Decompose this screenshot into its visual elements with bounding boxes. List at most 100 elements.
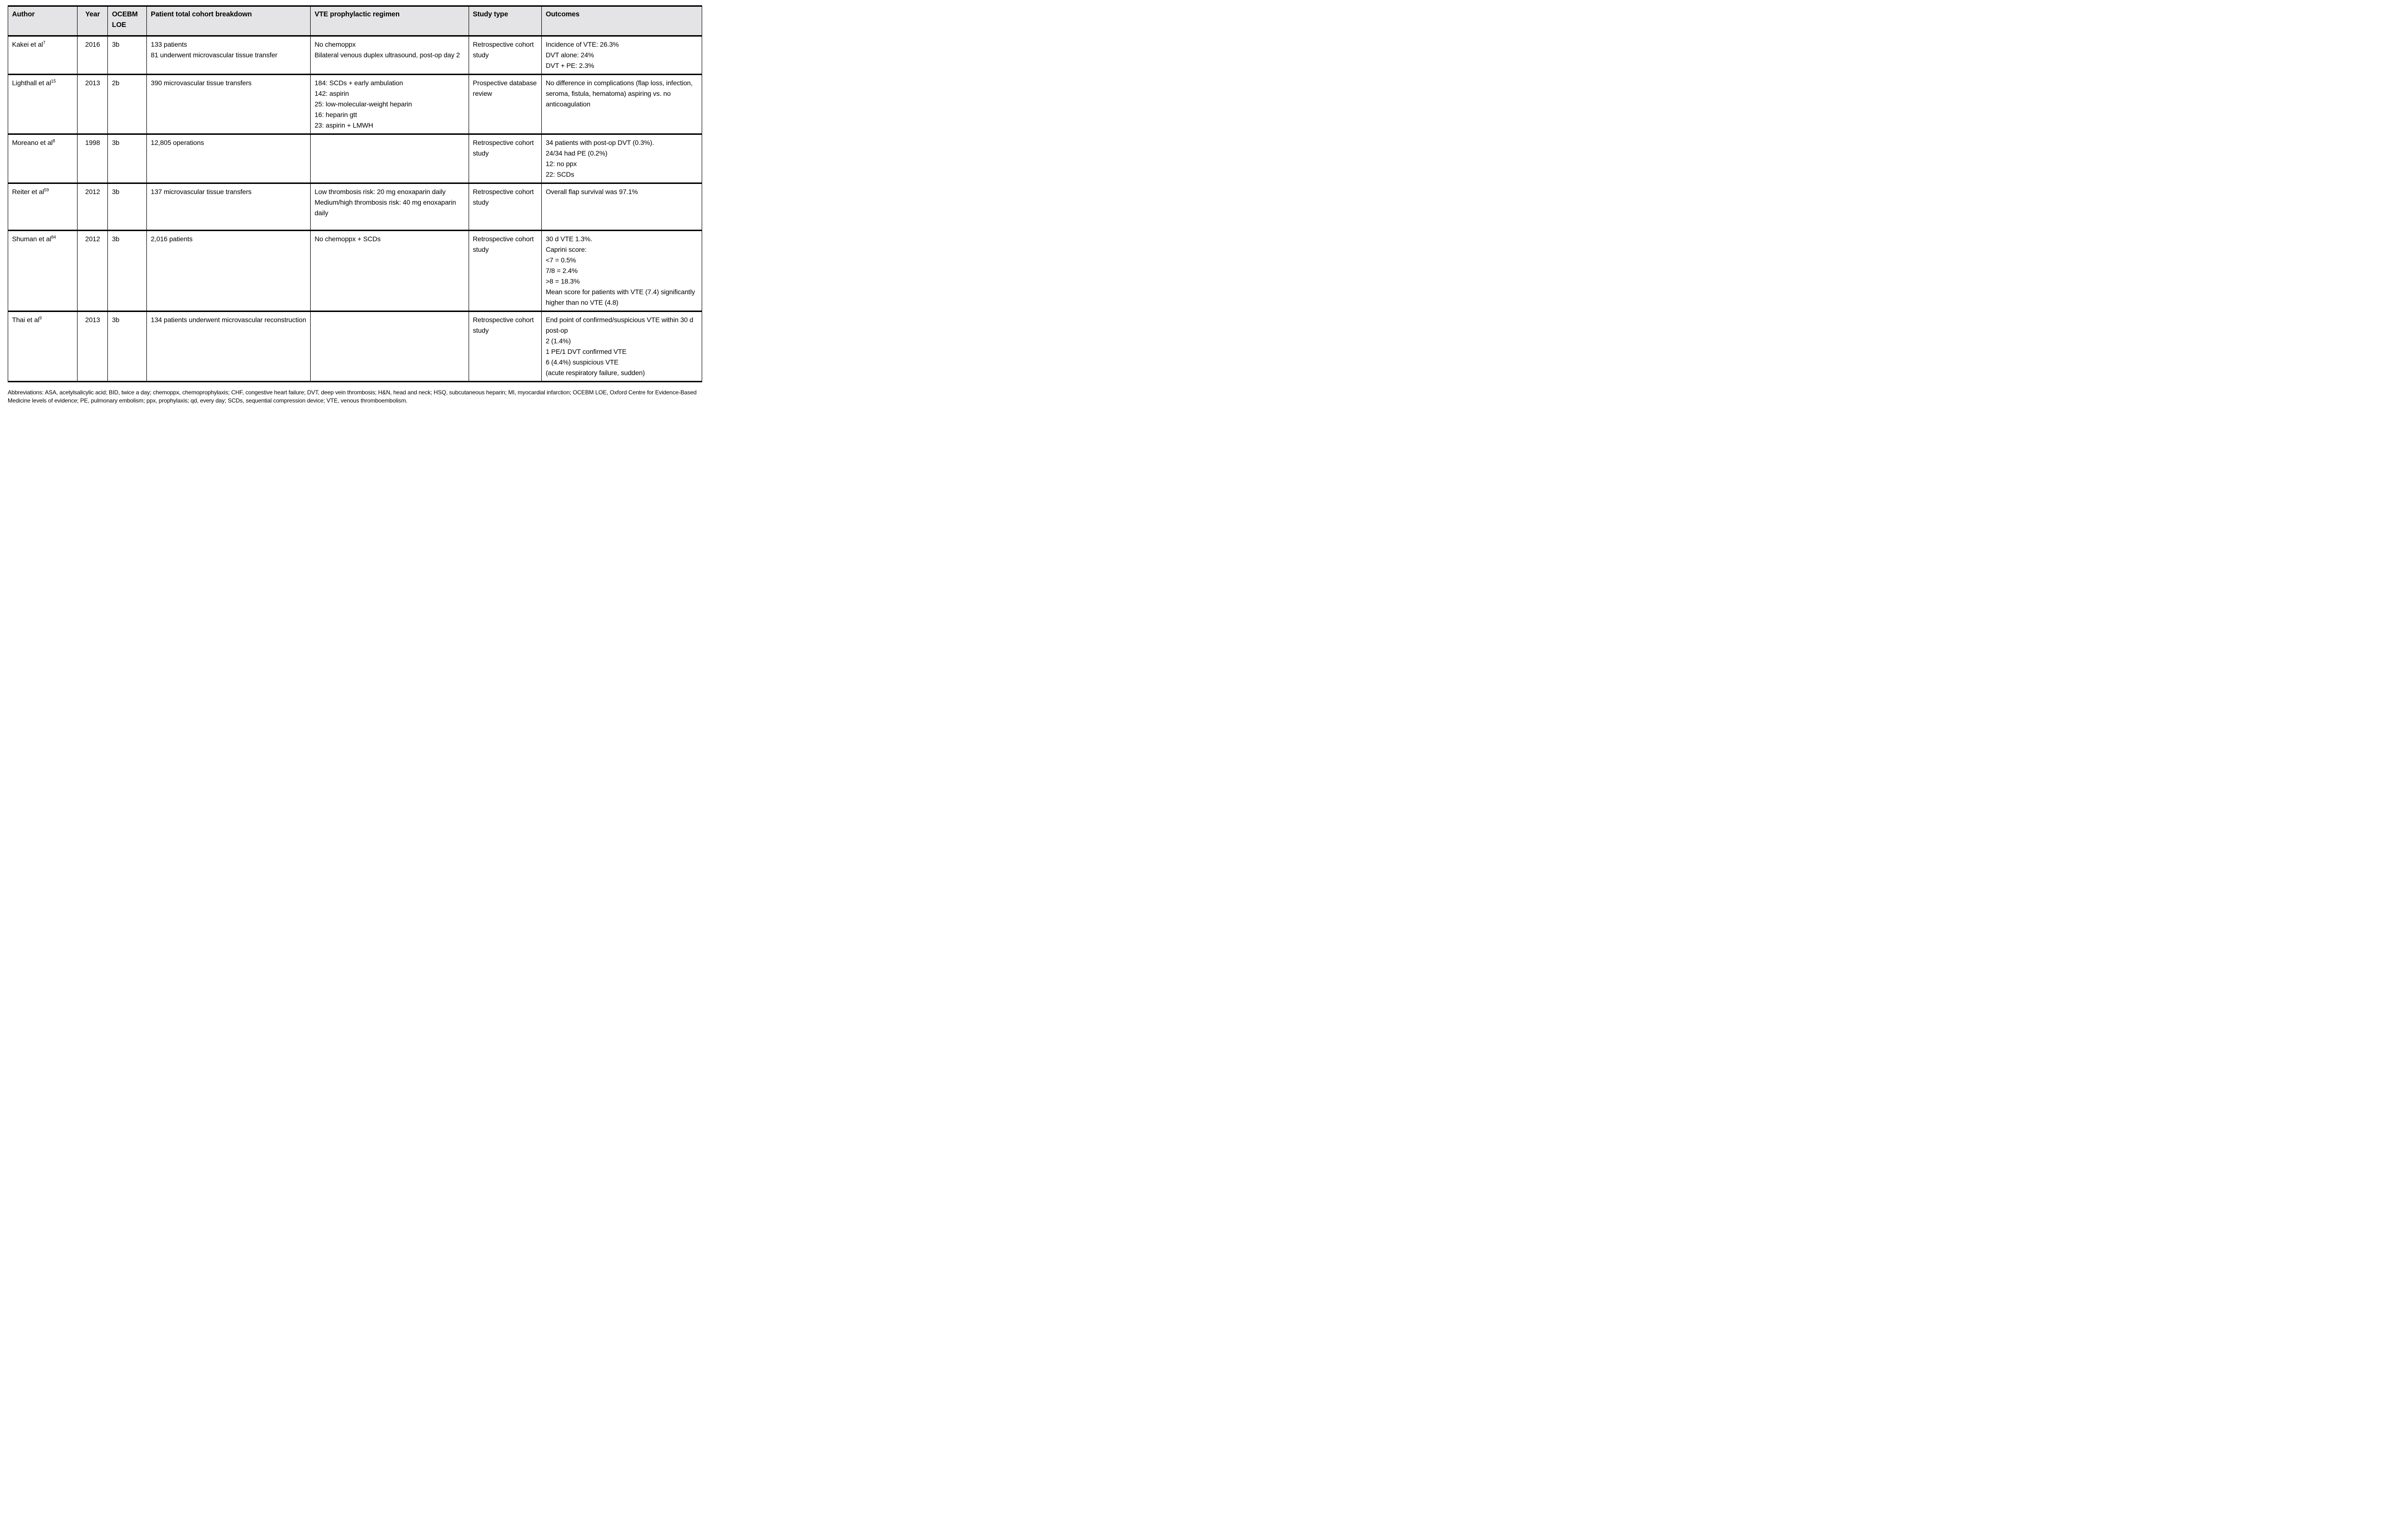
outcome-line: Mean score for patients with VTE (7.4) s… xyxy=(546,288,695,306)
cell-outcomes: Overall flap survival was 97.1% xyxy=(541,182,702,231)
cell-regimen xyxy=(310,133,469,184)
cell-cohort: 2,016 patients xyxy=(146,230,311,312)
outcome-line: <7 = 0.5% xyxy=(546,256,576,264)
cell-regimen: Low thrombosis risk: 20 mg enoxaparin da… xyxy=(310,182,469,231)
header-outcomes: Outcomes xyxy=(541,5,702,37)
outcome-line: Caprini score: xyxy=(546,246,587,253)
header-author: Author xyxy=(7,5,78,37)
table-row: Thai et al9 2013 3b 134 patients underwe… xyxy=(7,311,702,382)
cell-study-type: Retrospective cohort study xyxy=(468,133,542,184)
cohort-line: 81 underwent microvascular tissue transf… xyxy=(151,51,277,59)
author-name: Shuman et al xyxy=(12,235,52,243)
cell-loe: 3b xyxy=(107,230,147,312)
outcome-line: 2 (1.4%) xyxy=(546,337,571,345)
cell-regimen xyxy=(310,311,469,382)
cell-year: 1998 xyxy=(77,133,108,184)
table-row: Shuman et al84 2012 3b 2,016 patients No… xyxy=(7,230,702,312)
cohort-line: 12,805 operations xyxy=(151,139,204,146)
table-row: Reiter et al59 2012 3b 137 microvascular… xyxy=(7,182,702,231)
reference-superscript: 8 xyxy=(52,138,55,143)
cell-regimen: No chemoppx + SCDs xyxy=(310,230,469,312)
author-name: Kakei et al xyxy=(12,40,43,48)
cell-loe: 3b xyxy=(107,311,147,382)
regimen-line: 23: aspirin + LMWH xyxy=(314,121,373,129)
cell-study-type: Retrospective cohort study xyxy=(468,182,542,231)
cell-author: Kakei et al7 xyxy=(7,35,78,75)
regimen-line: No chemoppx xyxy=(314,40,356,48)
outcome-line: 24/34 had PE (0.2%) xyxy=(546,149,608,157)
cell-loe: 3b xyxy=(107,182,147,231)
regimen-line: Low thrombosis risk: 20 mg enoxaparin da… xyxy=(314,188,446,195)
cell-outcomes: 34 patients with post-op DVT (0.3%). 24/… xyxy=(541,133,702,184)
regimen-line: 184: SCDs + early ambulation xyxy=(314,79,403,87)
outcome-line: End point of confirmed/suspicious VTE wi… xyxy=(546,316,694,334)
table-row: Moreano et al8 1998 3b 12,805 operations… xyxy=(7,133,702,184)
outcome-line: 12: no ppx xyxy=(546,160,577,168)
vte-studies-table: Author Year OCEBM LOE Patient total coho… xyxy=(7,5,702,382)
header-regimen: VTE prophylactic regimen xyxy=(310,5,469,37)
regimen-line: 16: heparin gtt xyxy=(314,111,357,118)
cell-year: 2016 xyxy=(77,35,108,75)
author-name: Lighthall et al xyxy=(12,79,52,87)
cell-outcomes: No difference in complications (flap los… xyxy=(541,74,702,135)
regimen-line: Medium/high thrombosis risk: 40 mg enoxa… xyxy=(314,198,456,217)
outcome-line: No difference in complications (flap los… xyxy=(546,79,693,108)
reference-superscript: 9 xyxy=(39,315,42,321)
regimen-line: Bilateral venous duplex ultrasound, post… xyxy=(314,51,460,59)
outcome-line: 22: SCDs xyxy=(546,170,575,178)
header-cohort: Patient total cohort breakdown xyxy=(146,5,311,37)
header-row: Author Year OCEBM LOE Patient total coho… xyxy=(7,5,702,37)
table-row: Kakei et al7 2016 3b 133 patients 81 und… xyxy=(7,35,702,75)
cohort-line: 390 microvascular tissue transfers xyxy=(151,79,252,87)
cell-cohort: 12,805 operations xyxy=(146,133,311,184)
regimen-line: 142: aspirin xyxy=(314,90,349,97)
outcome-line: >8 = 18.3% xyxy=(546,277,580,285)
cell-outcomes: End point of confirmed/suspicious VTE wi… xyxy=(541,311,702,382)
reference-superscript: 7 xyxy=(43,40,46,45)
cell-loe: 2b xyxy=(107,74,147,135)
outcome-line: (acute respiratory failure, sudden) xyxy=(546,369,645,377)
cell-year: 2013 xyxy=(77,311,108,382)
cell-cohort: 390 microvascular tissue transfers xyxy=(146,74,311,135)
outcome-line: 7/8 = 2.4% xyxy=(546,267,578,274)
author-name: Reiter et al xyxy=(12,188,44,195)
cell-study-type: Retrospective cohort study xyxy=(468,230,542,312)
abbreviations-footnote: Abbreviations: ASA, acetylsalicylic acid… xyxy=(8,389,697,404)
cell-outcomes: Incidence of VTE: 26.3% DVT alone: 24% D… xyxy=(541,35,702,75)
cell-year: 2012 xyxy=(77,230,108,312)
outcome-line: 34 patients with post-op DVT (0.3%). xyxy=(546,139,654,146)
cell-author: Thai et al9 xyxy=(7,311,78,382)
cell-cohort: 134 patients underwent microvascular rec… xyxy=(146,311,311,382)
cell-regimen: 184: SCDs + early ambulation 142: aspiri… xyxy=(310,74,469,135)
cell-loe: 3b xyxy=(107,35,147,75)
cohort-line: 2,016 patients xyxy=(151,235,193,243)
outcome-line: Incidence of VTE: 26.3% xyxy=(546,40,619,48)
cell-author: Moreano et al8 xyxy=(7,133,78,184)
cohort-line: 137 microvascular tissue transfers xyxy=(151,188,252,195)
header-year: Year xyxy=(77,5,108,37)
outcome-line: 30 d VTE 1.3%. xyxy=(546,235,592,243)
cell-study-type: Prospective database review xyxy=(468,74,542,135)
header-study-type: Study type xyxy=(468,5,542,37)
cell-regimen: No chemoppx Bilateral venous duplex ultr… xyxy=(310,35,469,75)
author-name: Moreano et al xyxy=(12,139,53,146)
cell-cohort: 133 patients 81 underwent microvascular … xyxy=(146,35,311,75)
outcome-line: 1 PE/1 DVT confirmed VTE xyxy=(546,348,627,355)
page: Author Year OCEBM LOE Patient total coho… xyxy=(0,0,709,416)
cell-study-type: Retrospective cohort study xyxy=(468,311,542,382)
cell-outcomes: 30 d VTE 1.3%. Caprini score: <7 = 0.5% … xyxy=(541,230,702,312)
regimen-line: No chemoppx + SCDs xyxy=(314,235,381,243)
table-row: Lighthall et al15 2013 2b 390 microvascu… xyxy=(7,74,702,135)
reference-superscript: 59 xyxy=(44,187,49,193)
cell-loe: 3b xyxy=(107,133,147,184)
cell-study-type: Retrospective cohort study xyxy=(468,35,542,75)
cell-author: Shuman et al84 xyxy=(7,230,78,312)
cohort-line: 133 patients xyxy=(151,40,187,48)
cell-year: 2012 xyxy=(77,182,108,231)
reference-superscript: 84 xyxy=(51,234,56,240)
regimen-line: 25: low-molecular-weight heparin xyxy=(314,100,412,108)
cell-author: Lighthall et al15 xyxy=(7,74,78,135)
outcome-line: 6 (4.4%) suspicious VTE xyxy=(546,358,619,366)
reference-superscript: 15 xyxy=(51,78,56,84)
cell-author: Reiter et al59 xyxy=(7,182,78,231)
